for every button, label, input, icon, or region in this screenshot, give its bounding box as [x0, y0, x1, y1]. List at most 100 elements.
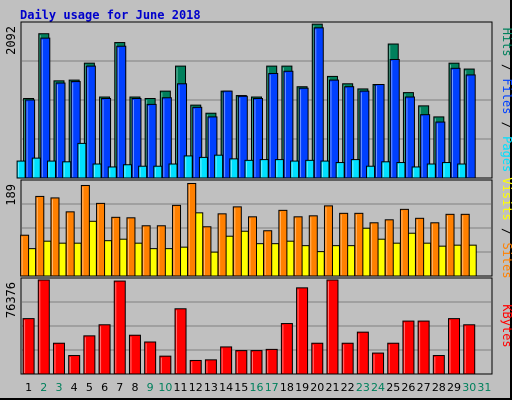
top-bar-files [328, 79, 339, 179]
middle-bar-sites [65, 211, 75, 277]
middle-bar-sites [430, 222, 440, 277]
day-label-8: 8 [131, 381, 138, 394]
middle-bar-sites [96, 202, 106, 277]
middle-ymax-label: 189 [4, 184, 18, 206]
legend-separator: / [500, 57, 512, 79]
legend-visits: Visits [500, 177, 512, 220]
day-label-27: 27 [417, 381, 431, 394]
top-bar-pages [107, 166, 117, 179]
day-label-19: 19 [295, 381, 309, 394]
bottom-bar-kbytes [220, 346, 233, 375]
day-label-28: 28 [432, 381, 446, 394]
day-label-3: 3 [55, 381, 62, 394]
top-bar-files [253, 97, 263, 179]
middle-bar-sites [369, 222, 379, 277]
middle-bar-sites [248, 216, 257, 277]
bottom-bar-kbytes [250, 350, 263, 375]
middle-bar-sites [293, 216, 303, 277]
top-bar-files [40, 37, 51, 179]
legend-kbytes: KBytes [500, 304, 512, 347]
day-label-10: 10 [158, 381, 172, 394]
middle-bar-sites [460, 213, 470, 277]
day-label-9: 9 [147, 381, 154, 394]
top-bar-pages [92, 163, 102, 179]
top-bar-pages [229, 158, 239, 179]
bottom-bar-kbytes [372, 352, 385, 375]
top-bar-pages [320, 160, 330, 179]
top-bar-files [85, 65, 96, 179]
middle-bar-sites [202, 226, 212, 277]
top-bar-pages [426, 163, 436, 179]
bottom-bar-kbytes [204, 359, 217, 375]
middle-bar-sites [308, 215, 318, 277]
top-bar-files [359, 90, 370, 179]
top-bar-pages [183, 155, 193, 179]
legend-hits: Hits [500, 28, 512, 57]
middle-bar-sites [80, 184, 90, 277]
top-bar-pages [350, 159, 360, 179]
top-bar-files [146, 103, 157, 179]
bottom-bar-kbytes [356, 331, 369, 375]
bottom-bar-kbytes [52, 342, 65, 375]
top-bar-pages [290, 160, 300, 179]
middle-bar-sites [399, 208, 409, 277]
top-ymax-label: 2092 [4, 26, 18, 55]
top-bar-pages [305, 159, 315, 179]
top-bar-pages [138, 165, 148, 179]
legend-pages: Pages [500, 136, 512, 172]
top-bar-files [435, 121, 446, 179]
middle-bar-sites [445, 213, 455, 277]
legend-sites: Sites [500, 242, 512, 278]
day-label-17: 17 [265, 381, 279, 394]
middle-bar-sites [339, 212, 349, 277]
day-label-4: 4 [71, 381, 78, 394]
top-bar-files [404, 96, 415, 179]
middle-bar-sites [354, 212, 364, 277]
top-bar-files [116, 45, 127, 179]
middle-bar-sites [278, 209, 288, 277]
bottom-bar-kbytes [432, 355, 445, 375]
top-bar-files [268, 72, 279, 179]
bottom-bar-kbytes [311, 342, 324, 375]
bottom-bar-kbytes [159, 355, 172, 375]
top-bar-files [177, 83, 188, 179]
top-bar-files [101, 97, 112, 179]
top-bar-files [298, 87, 309, 179]
bottom-bar-kbytes [280, 323, 293, 375]
day-label-7: 7 [116, 381, 123, 394]
day-label-21: 21 [325, 381, 339, 394]
top-bar-files [131, 97, 142, 179]
top-bar-pages [457, 163, 467, 179]
bottom-bar-kbytes [341, 342, 354, 375]
middle-bar-sites [384, 219, 394, 277]
middle-bar-sites [232, 206, 242, 277]
top-bar-pages [214, 154, 224, 179]
top-bar-files [420, 114, 431, 179]
bottom-bar-kbytes [37, 279, 50, 375]
legend-files: Files [500, 78, 512, 114]
top-bar-files [313, 27, 324, 179]
day-label-5: 5 [86, 381, 93, 394]
top-bar-pages [396, 162, 406, 179]
top-bar-files [374, 84, 385, 179]
middle-bar-sites [187, 182, 197, 277]
middle-legend: Visits / Sites [500, 177, 512, 278]
bottom-bar-kbytes [83, 335, 96, 375]
day-label-29: 29 [447, 381, 461, 394]
day-label-31: 31 [477, 381, 491, 394]
top-bar-pages [153, 165, 163, 179]
bottom-bar-kbytes [463, 324, 476, 375]
bottom-ymax-label: 76376 [4, 282, 18, 318]
middle-bar-sites [323, 205, 333, 277]
top-bar-files [55, 82, 66, 179]
top-bar-files [389, 58, 400, 179]
top-bar-pages [335, 162, 345, 179]
middle-bar-sites [415, 217, 425, 277]
middle-bar-sites [156, 225, 166, 277]
bottom-bar-kbytes [417, 320, 430, 375]
bottom-bar-kbytes [387, 342, 400, 375]
bottom-bar-kbytes [235, 350, 248, 375]
middle-bar-sites [126, 217, 136, 277]
bottom-bar-kbytes [265, 348, 278, 375]
